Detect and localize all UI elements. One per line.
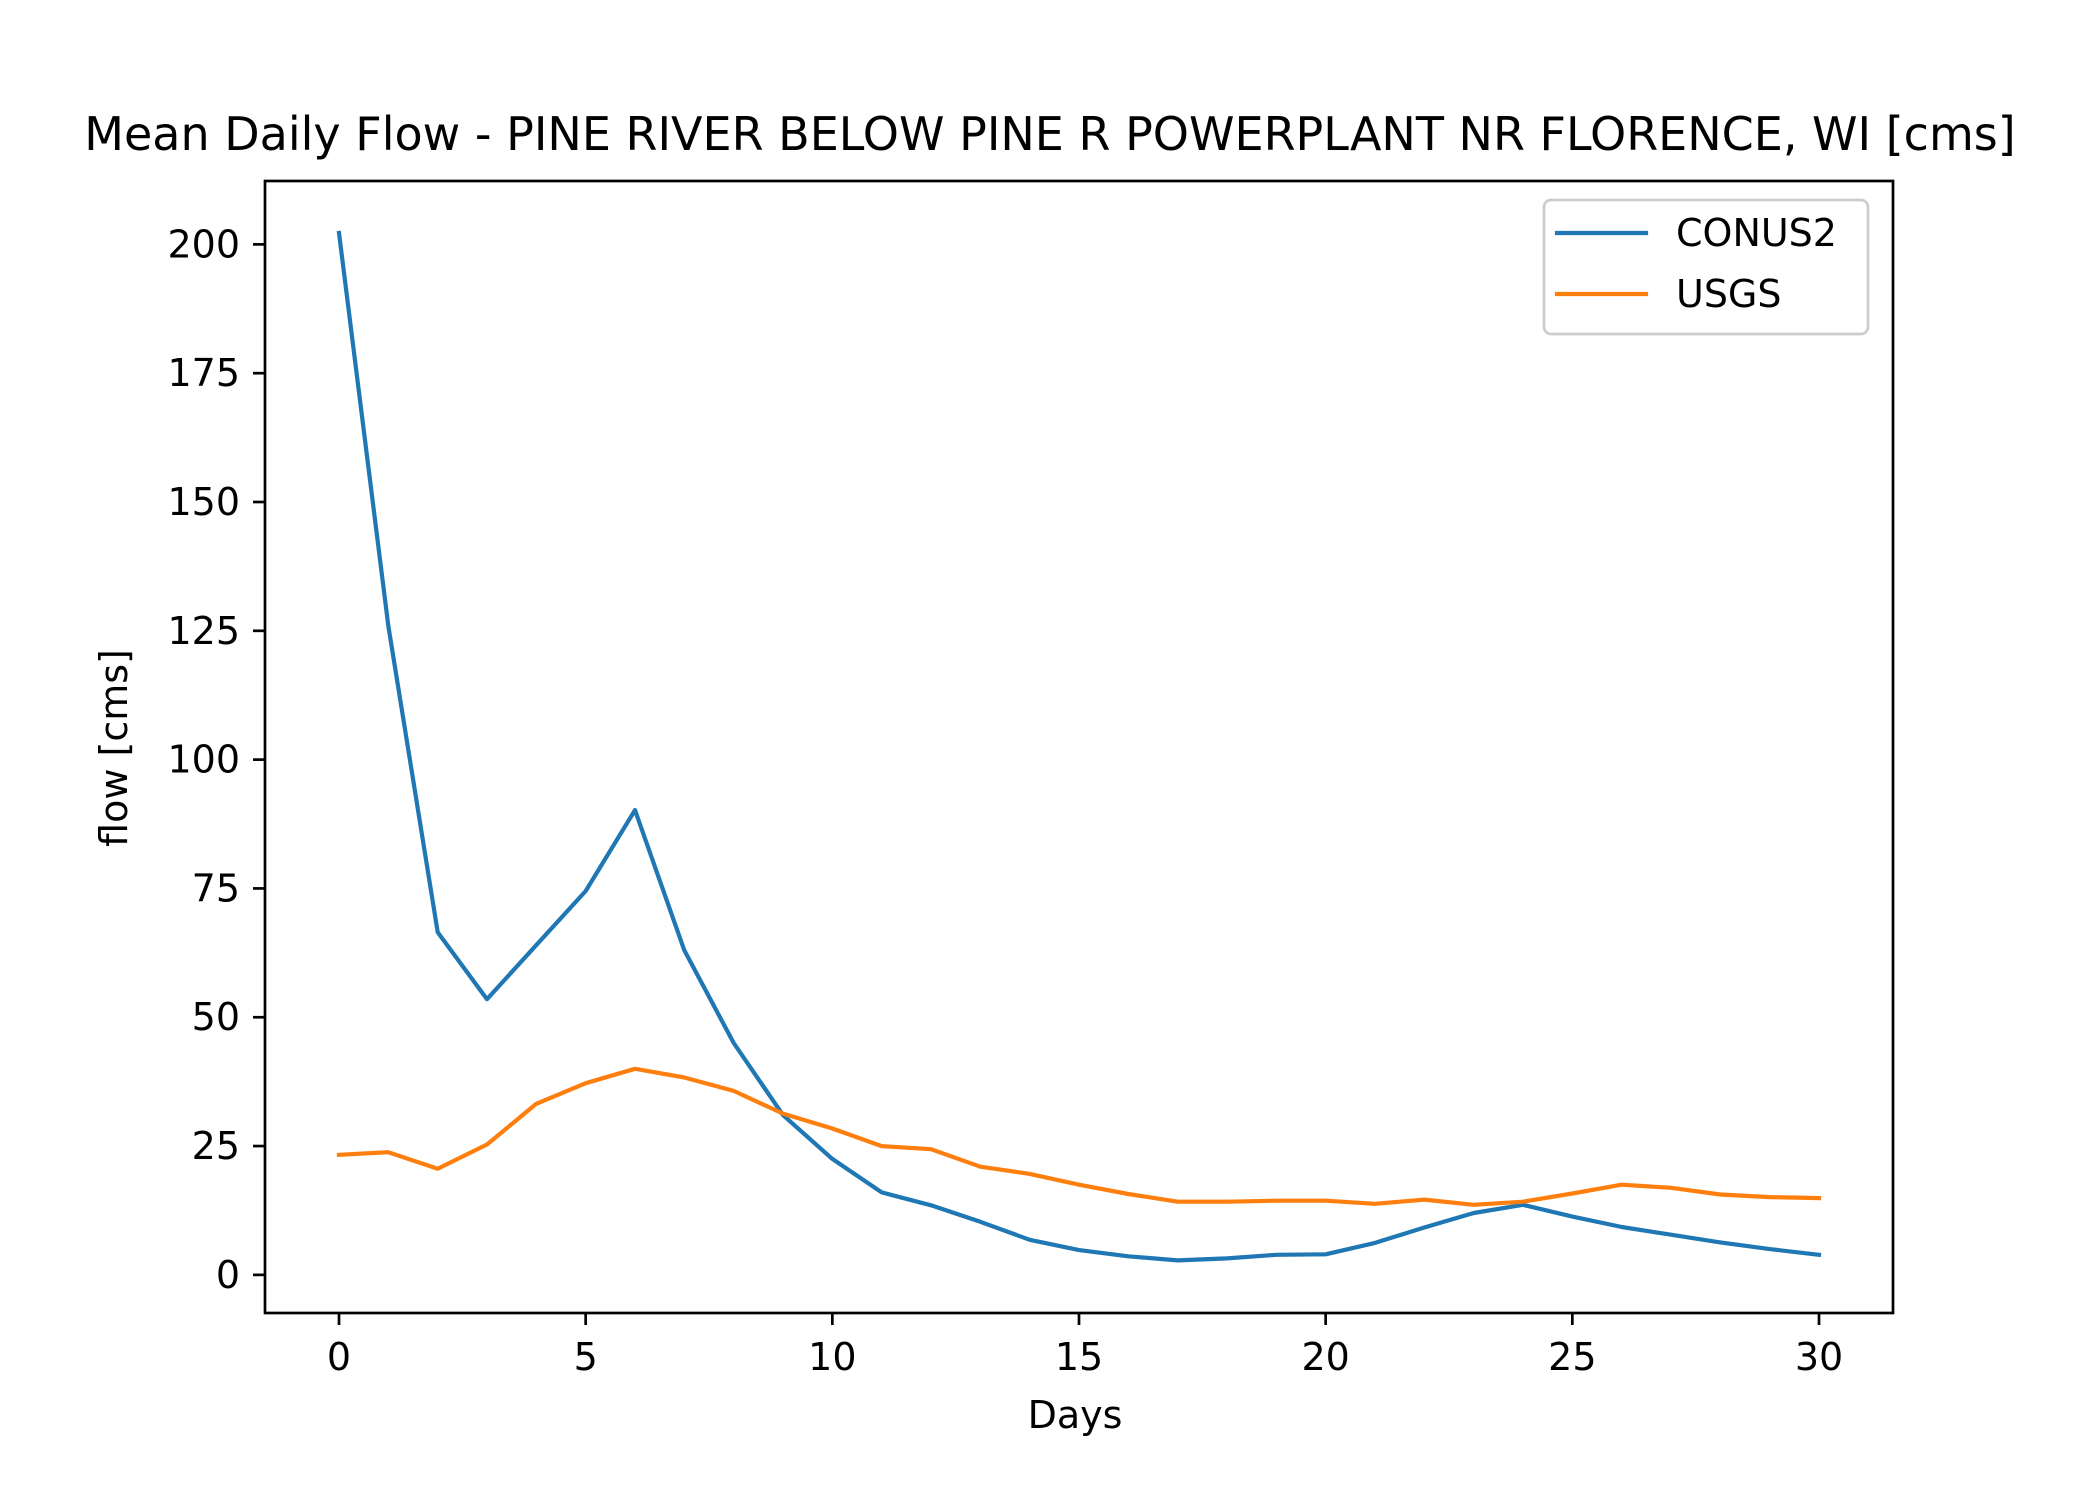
y-axis: 0 25 50 75 100 125 150 175 200 [167,222,265,1297]
y-tick-label: 175 [167,351,240,395]
y-tick-label: 125 [167,609,240,653]
x-tick-label: 20 [1301,1335,1349,1379]
y-tick-label: 150 [167,480,240,524]
series-line-usgs [336,1066,1822,1207]
x-tick-label: 10 [808,1335,856,1379]
x-tick-label: 0 [327,1335,351,1379]
x-tick-label: 5 [574,1335,598,1379]
y-tick-label: 200 [167,222,240,266]
x-axis: 0 5 10 15 20 25 30 [327,1313,1843,1379]
x-tick-label: 15 [1055,1335,1103,1379]
plot-frame [263,179,1895,1315]
y-tick-label: 100 [167,738,240,782]
legend-label-conus2: CONUS2 [1676,211,1837,255]
y-tick-label: 50 [192,995,240,1039]
x-axis-label: Days [1028,1393,1123,1437]
x-tick-label: 30 [1795,1335,1843,1379]
legend-label-usgs: USGS [1676,272,1782,316]
y-tick-label: 75 [192,866,240,910]
y-axis-label: flow [cms] [92,649,136,847]
plot-area [265,181,1893,1313]
series-lines [336,230,1822,1263]
y-tick-label: 25 [192,1124,240,1168]
legend: CONUS2 USGS [1542,198,1870,336]
chart-title: Mean Daily Flow - PINE RIVER BELOW PINE … [84,107,2015,161]
x-tick-label: 25 [1548,1335,1596,1379]
series-line-conus2 [336,230,1822,1263]
y-tick-label: 0 [216,1253,240,1297]
